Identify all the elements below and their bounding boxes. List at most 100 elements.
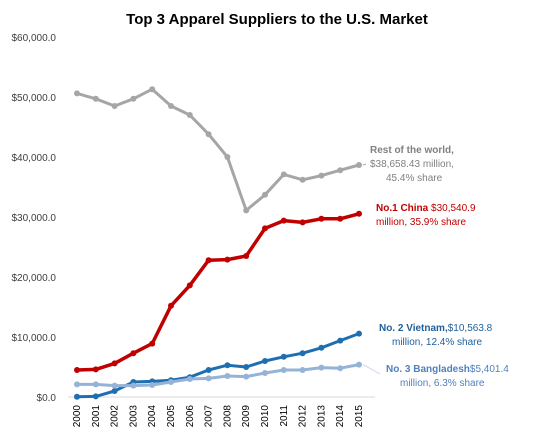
data-point-vietnam	[262, 358, 268, 364]
data-point-bangladesh	[243, 373, 250, 380]
data-point-vietnam	[224, 362, 231, 369]
annotation-rest: Rest of the world, $38,658.43 million, 4…	[370, 145, 454, 184]
annotation-china-title: No.1 China	[376, 203, 429, 214]
data-point-bangladesh	[149, 382, 156, 388]
data-point-china	[224, 256, 231, 263]
data-point-bangladesh	[318, 364, 325, 371]
data-point-bangladesh	[205, 375, 212, 382]
data-point-rest-of-the-world	[205, 131, 212, 138]
data-point-rest-of-the-world	[356, 162, 362, 169]
y-tick-label: $60,000.0	[12, 33, 57, 44]
series-line-vietnam	[75, 332, 361, 399]
data-point-bangladesh	[224, 373, 231, 379]
x-tick-label: 2012	[298, 405, 309, 428]
data-point-rest-of-the-world	[299, 176, 306, 183]
data-point-china	[337, 215, 344, 222]
data-point-vietnam	[356, 330, 362, 337]
chart-title: Top 3 Apparel Suppliers to the U.S. Mark…	[126, 11, 428, 28]
x-tick-label: 2008	[222, 405, 233, 428]
data-point-rest-of-the-world	[130, 95, 137, 102]
x-tick-label: 2015	[354, 405, 365, 428]
data-point-bangladesh	[92, 381, 99, 388]
data-point-rest-of-the-world	[92, 95, 99, 102]
data-point-rest-of-the-world	[337, 167, 344, 174]
data-point-vietnam	[111, 388, 118, 394]
series-line-rest-of-the-world	[75, 87, 361, 212]
y-tick-label: $20,000.0	[12, 273, 57, 284]
annotation-connector-bangladesh	[362, 364, 381, 375]
annotation-china-line1: No.1 China $30,540.9	[376, 203, 476, 214]
data-point-bangladesh	[130, 382, 137, 389]
annotation-bangladesh: No. 3 Bangladesh$5,401.4 million, 6.3% s…	[386, 364, 509, 389]
data-point-china	[92, 366, 99, 373]
data-point-bangladesh	[262, 370, 268, 376]
annotation-vietnam-line2: million, 12.4% share	[392, 337, 482, 348]
data-point-bangladesh	[356, 361, 362, 368]
annotation-bangladesh-line1: No. 3 Bangladesh$5,401.4	[386, 364, 509, 375]
x-tick-label: 2014	[335, 405, 346, 428]
annotation-rest-title: Rest of the world,	[370, 145, 454, 156]
y-tick-label: $30,000.0	[12, 213, 57, 224]
data-point-bangladesh	[186, 376, 193, 382]
data-point-bangladesh	[280, 367, 287, 373]
series-bangladesh	[74, 361, 362, 389]
data-point-china	[149, 340, 156, 347]
data-point-rest-of-the-world	[111, 103, 118, 109]
annotation-vietnam-title: No. 2 Vietnam,	[379, 323, 448, 334]
data-point-vietnam	[318, 344, 325, 351]
data-point-rest-of-the-world	[262, 191, 268, 198]
data-point-china	[356, 210, 362, 217]
annotation-bangladesh-line2: million, 6.3% share	[400, 378, 485, 389]
x-tick-label: 2001	[91, 405, 102, 428]
data-point-china	[130, 350, 137, 357]
series-line-china	[75, 212, 361, 372]
annotation-china-line2: million, 35.9% share	[376, 217, 466, 228]
data-point-rest-of-the-world	[318, 172, 325, 179]
data-point-china	[111, 360, 118, 367]
data-point-vietnam	[337, 337, 344, 344]
annotation-connector-rest	[362, 163, 367, 166]
data-point-rest-of-the-world	[74, 90, 80, 97]
y-tick-label: $50,000.0	[12, 93, 57, 104]
data-point-china	[299, 219, 306, 226]
data-point-china	[168, 302, 174, 309]
x-axis: 2000 2001 2002 2003 2004 2005 2006 2007 2008 2009…	[72, 405, 365, 428]
series-rest-of-the-world	[74, 86, 362, 214]
data-point-vietnam	[243, 364, 250, 370]
data-point-china	[243, 253, 250, 259]
x-tick-label: 2011	[279, 405, 290, 427]
data-point-china	[74, 367, 80, 373]
series-vietnam	[74, 330, 362, 400]
data-point-vietnam	[299, 350, 306, 357]
data-point-rest-of-the-world	[280, 171, 287, 178]
annotation-vietnam: No. 2 Vietnam,$10,563.8 million, 12.4% s…	[379, 323, 493, 348]
x-tick-label: 2000	[72, 405, 83, 428]
annotation-rest-line2: $38,658.43 million,	[370, 159, 454, 170]
x-tick-label: 2002	[110, 405, 121, 428]
x-tick-label: 2005	[166, 405, 177, 428]
annotation-china-value: $30,540.9	[428, 203, 476, 214]
y-tick-label: $40,000.0	[12, 153, 57, 164]
data-point-vietnam	[74, 393, 80, 400]
data-point-rest-of-the-world	[149, 86, 156, 93]
data-point-china	[262, 225, 268, 232]
data-point-bangladesh	[111, 382, 118, 389]
annotation-bangladesh-title: No. 3 Bangladesh	[386, 364, 470, 375]
annotation-vietnam-line1: No. 2 Vietnam,$10,563.8	[379, 323, 493, 334]
x-tick-label: 2009	[241, 405, 252, 428]
data-point-vietnam	[205, 367, 212, 373]
series-layer	[74, 86, 381, 400]
data-point-bangladesh	[299, 367, 306, 373]
annotation-china: No.1 China $30,540.9 million, 35.9% shar…	[376, 203, 476, 228]
data-point-rest-of-the-world	[243, 207, 250, 214]
x-tick-label: 2004	[147, 405, 158, 428]
annotation-bangladesh-value: $5,401.4	[470, 364, 509, 375]
x-tick-label: 2010	[260, 405, 271, 428]
series-china	[74, 210, 362, 373]
data-point-rest-of-the-world	[224, 154, 231, 160]
annotation-vietnam-value: $10,563.8	[448, 323, 493, 334]
y-tick-label: $0.0	[37, 393, 57, 404]
x-tick-label: 2006	[185, 405, 196, 428]
x-tick-label: 2003	[128, 405, 139, 428]
